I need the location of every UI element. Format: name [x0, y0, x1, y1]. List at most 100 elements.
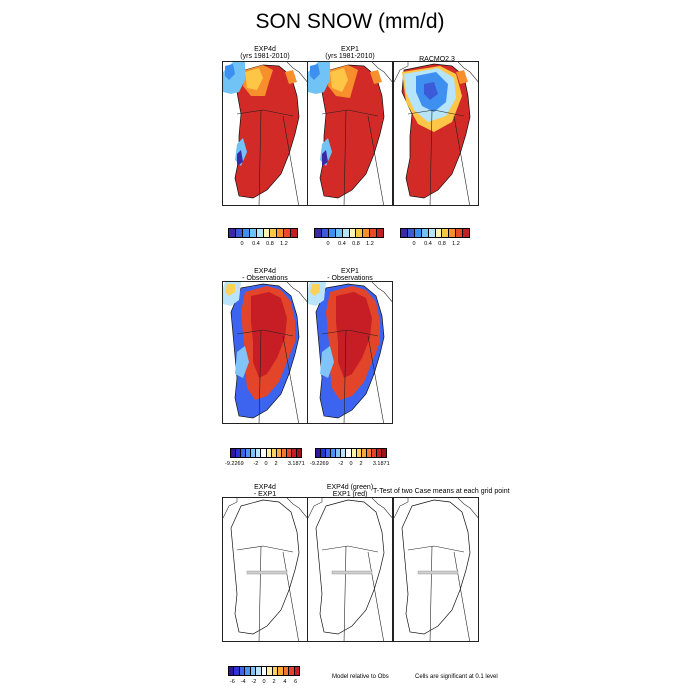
map-panel-exp4d-minus-exp1 [222, 497, 308, 642]
colorbar-tick-label: 0 [412, 241, 416, 247]
colorbar-swatch [283, 667, 290, 675]
colorbar-ticks-racmo: 0 0.4 0.8 1.2 [400, 241, 470, 249]
colorbar-swatch [414, 229, 422, 237]
colorbar-tick-label: 1.2 [280, 241, 288, 247]
colorbar-swatch [256, 667, 262, 675]
colorbar-swatch [315, 229, 322, 237]
panel-title-exp1-obs: EXP1 [341, 268, 359, 275]
colorbar-swatch [271, 449, 277, 457]
colorbar-swatch [377, 229, 384, 237]
colorbar-swatch [370, 229, 378, 237]
colorbar-swatch [276, 449, 282, 457]
colorbar-tick-label: 0 [262, 679, 266, 685]
colorbar-swatch [321, 449, 327, 457]
colorbar-swatch [341, 449, 347, 457]
colorbar-swatch [361, 449, 367, 457]
colorbar-tick-label: 0.8 [352, 241, 360, 247]
colorbar-swatch [234, 667, 240, 675]
colorbar-swatch [435, 229, 443, 237]
colorbar-tick-label: 3.1871 [372, 461, 390, 467]
colorbar-swatch [371, 449, 377, 457]
colorbar-swatch [349, 229, 357, 237]
map-panel-exp4d-minus-obs [222, 281, 308, 424]
map-panel-exp1-snow [307, 61, 393, 206]
colorbar-swatch [261, 449, 267, 457]
colorbar-tick-label: -2 [338, 461, 344, 467]
colorbar-swatch [449, 229, 457, 237]
colorbar-swatch [289, 667, 295, 675]
colorbar-snow-exp4d [228, 228, 298, 238]
colorbar-swatch [281, 449, 287, 457]
colorbar-ticks-diff-exp4d-exp1: -6 -4 -2 0 2 4 6 [228, 679, 300, 687]
colorbar-ticks-exp4d: 0 0.4 0.8 1.2 [228, 241, 298, 249]
colorbar-diff-exp4d [230, 448, 302, 458]
colorbar-snow-racmo [400, 228, 470, 238]
colorbar-ticks-diff-exp4d: -9.2269 -2 0 2 3.1871 [225, 461, 305, 469]
colorbar-swatch [284, 229, 292, 237]
colorbar-swatch [256, 449, 262, 457]
colorbar-swatch [356, 229, 364, 237]
colorbar-swatch [326, 449, 332, 457]
colorbar-swatch [246, 449, 252, 457]
colorbar-swatch [286, 449, 292, 457]
colorbar-tick-label: 0.4 [252, 241, 260, 247]
colorbar-swatch [229, 667, 235, 675]
colorbar-swatch [261, 667, 268, 675]
colorbar-diff-exp1 [315, 448, 387, 458]
map-panel-ttest-third [393, 497, 479, 642]
colorbar-swatch [249, 229, 257, 237]
colorbar-diff-exp4d-exp1 [228, 666, 300, 676]
colorbar-tick-label: 0 [264, 461, 268, 467]
colorbar-swatch [335, 229, 343, 237]
colorbar-swatch [401, 229, 408, 237]
colorbar-swatch [250, 667, 257, 675]
colorbar-swatch [245, 667, 251, 675]
colorbar-swatch [277, 229, 285, 237]
colorbar-tick-label: 1.2 [366, 241, 374, 247]
panel-subtitle-exp4d-obs: - Observations [242, 275, 288, 282]
colorbar-tick-label: -9.2269 [309, 461, 329, 467]
colorbar-ticks-diff-exp1: -9.2269 -2 0 2 3.1871 [310, 461, 390, 469]
colorbar-swatch [316, 449, 322, 457]
colorbar-tick-label: -2 [253, 461, 259, 467]
colorbar-swatch [407, 229, 415, 237]
panel-title-racmo: RACMO2.3 [419, 56, 455, 63]
colorbar-swatch [241, 449, 247, 457]
colorbar-swatch [336, 449, 342, 457]
colorbar-swatch [263, 229, 271, 237]
panel-title-exp4d: EXP4d [254, 46, 276, 53]
colorbar-swatch [242, 229, 250, 237]
colorbar-swatch [267, 667, 273, 675]
colorbar-swatch [239, 667, 246, 675]
panel-title-exp4d-obs: EXP4d [254, 268, 276, 275]
colorbar-swatch [251, 449, 257, 457]
colorbar-tick-label: 0 [326, 241, 330, 247]
colorbar-tick-label: -6 [229, 679, 235, 685]
colorbar-swatch [442, 229, 450, 237]
colorbar-swatch [231, 449, 237, 457]
colorbar-swatch [328, 229, 336, 237]
figure-title: SON SNOW (mm/d) [255, 10, 445, 33]
colorbar-tick-label: 0.4 [338, 241, 346, 247]
model-relative-label: Model relative to Obs [332, 674, 389, 680]
map-panel-ttest-green-red [307, 497, 393, 642]
panel-subtitle-red: EXP1 (red) [332, 491, 368, 498]
colorbar-tick-label: 3.1871 [287, 461, 305, 467]
colorbar-swatch [294, 667, 300, 675]
colorbar-swatch [291, 449, 298, 457]
panel-subtitle-exp4d-minus-exp1: - EXP1 [253, 491, 277, 498]
panel-subtitle-exp1: (yrs 1981-2010) [325, 53, 375, 60]
colorbar-tick-label: 0.4 [424, 241, 432, 247]
colorbar-swatch [463, 229, 470, 237]
colorbar-swatch [266, 449, 272, 457]
colorbar-swatch [272, 667, 279, 675]
colorbar-swatch [456, 229, 464, 237]
colorbar-swatch [278, 667, 284, 675]
significance-label: Cells are significant at 0.1 level [415, 674, 498, 680]
colorbar-swatch [270, 229, 278, 237]
colorbar-ticks-exp1: 0 0.4 0.8 1.2 [314, 241, 384, 249]
colorbar-tick-label: 0 [349, 461, 353, 467]
colorbar-tick-label: 0.8 [438, 241, 446, 247]
map-panel-exp4d-snow [222, 61, 308, 206]
colorbar-tick-label: 1.2 [452, 241, 460, 247]
